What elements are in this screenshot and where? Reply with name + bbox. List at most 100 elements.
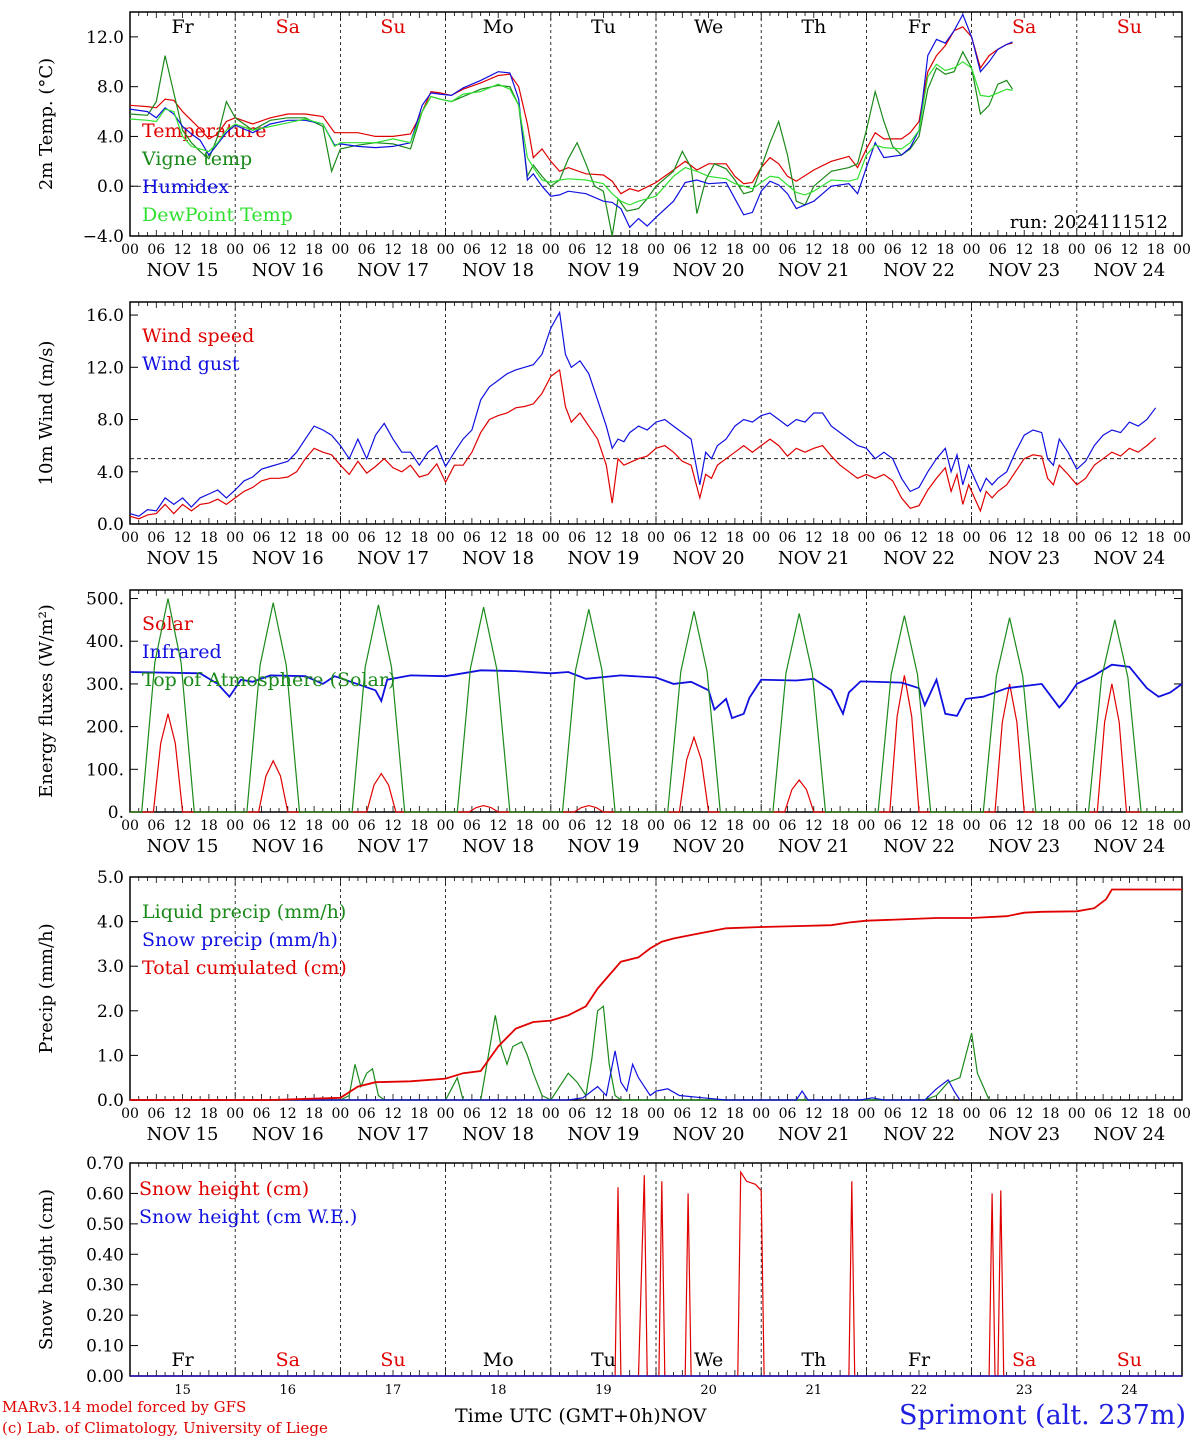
weekday-label: Su — [1117, 1349, 1142, 1371]
hour-label: 06 — [779, 818, 797, 834]
hour-label: 12 — [384, 818, 402, 834]
y-tick-label: 0.00 — [86, 1367, 124, 1387]
hour-label: 00 — [542, 242, 560, 258]
date-label: NOV 23 — [988, 548, 1060, 569]
y-tick-label: 300. — [86, 675, 124, 695]
hour-label: 06 — [253, 818, 271, 834]
weekday-label: Sa — [1012, 16, 1036, 38]
hour-label: 00 — [1068, 818, 1086, 834]
hour-label: 12 — [279, 530, 297, 546]
hour-label: 12 — [174, 530, 192, 546]
hour-label: 12 — [910, 1106, 928, 1122]
date-label: NOV 17 — [357, 836, 429, 857]
panel-5: 0.00 0.10 0.20 0.30 0.40 0.50 0.60 0.70 Snow hei… — [36, 1154, 1183, 1395]
hour-label: 00 — [121, 530, 139, 546]
hour-label: 12 — [910, 530, 928, 546]
date-label: NOV 20 — [673, 1124, 745, 1145]
hour-label: 00 — [963, 818, 981, 834]
weekday-label: Mo — [483, 1349, 514, 1371]
y-tick-label: 100. — [86, 760, 124, 780]
hour-label: 06 — [253, 530, 271, 546]
panel-2: 0.0 4.0 8.0 12.0 16.0 10m Wind (m/s) 00 06 12 18 N… — [36, 301, 1191, 569]
hour-label: 12 — [489, 1106, 507, 1122]
date-label: NOV 20 — [673, 836, 745, 857]
hour-label: 12 — [384, 1106, 402, 1122]
series-line — [130, 1005, 990, 1101]
hour-label: 18 — [726, 530, 744, 546]
series-line — [130, 888, 1182, 1101]
weekday-label: Fr — [908, 16, 931, 38]
hour-label: 00 — [121, 818, 139, 834]
hour-label: 12 — [1015, 530, 1033, 546]
y-tick-label: 200. — [86, 718, 124, 738]
hour-label: 18 — [410, 1106, 428, 1122]
date-label: NOV 18 — [462, 260, 534, 281]
hour-label: 06 — [463, 242, 481, 258]
hour-label: 00 — [121, 242, 139, 258]
weekday-label: Su — [380, 16, 405, 38]
hour-label: 06 — [358, 1106, 376, 1122]
y-tick-label: 12.0 — [86, 28, 124, 48]
series-line — [130, 1170, 1182, 1377]
weekday-label: Th — [801, 1349, 826, 1371]
hour-label: 06 — [779, 530, 797, 546]
hour-label: 00 — [857, 818, 875, 834]
series-line — [129, 310, 1157, 517]
y-tick-label: 0.30 — [86, 1276, 124, 1296]
hour-label: 18 — [621, 818, 639, 834]
legend-entry: Solar — [142, 613, 194, 635]
date-label: NOV 17 — [357, 260, 429, 281]
hour-label: 06 — [884, 242, 902, 258]
hour-label: 06 — [463, 1106, 481, 1122]
x-axis-title-text: Time UTC (GMT+0h) — [455, 1405, 661, 1427]
hour-label: 00 — [647, 242, 665, 258]
legend-entry: Snow height (cm) — [139, 1178, 309, 1200]
hour-label: 18 — [410, 530, 428, 546]
legend-entry: Wind speed — [142, 325, 254, 347]
legend-entry: Snow height (cm W.E.) — [139, 1206, 357, 1228]
day-number-label: 16 — [280, 1383, 297, 1395]
day-number-label: 23 — [1016, 1383, 1033, 1395]
panel-3: 0. 100. 200. 300. 400. 500. Energy fluxes (W/m… — [36, 589, 1191, 857]
y-tick-label: 12.0 — [86, 358, 124, 378]
legend-entry: Vigne temp — [141, 148, 252, 170]
hour-label: 18 — [410, 242, 428, 258]
hour-label: 00 — [1173, 818, 1191, 834]
hour-label: 18 — [516, 818, 534, 834]
hour-label: 00 — [542, 1106, 560, 1122]
series-line — [130, 598, 1182, 813]
hour-label: 06 — [253, 242, 271, 258]
hour-label: 00 — [437, 242, 455, 258]
hour-label: 06 — [147, 242, 165, 258]
date-label: NOV 21 — [778, 836, 850, 857]
date-label: NOV 17 — [357, 1124, 429, 1145]
date-label: NOV 24 — [1093, 1124, 1165, 1145]
date-label: NOV 23 — [988, 260, 1060, 281]
hour-label: 12 — [1015, 1106, 1033, 1122]
hour-label: 00 — [752, 818, 770, 834]
hour-label: 12 — [910, 818, 928, 834]
series-line — [129, 26, 1013, 195]
hour-label: 00 — [226, 1106, 244, 1122]
y-axis-label: Energy fluxes (W/m²) — [36, 604, 57, 798]
date-label: NOV 20 — [673, 548, 745, 569]
hour-label: 06 — [568, 242, 586, 258]
hour-label: 18 — [936, 1106, 954, 1122]
legend-entry: Snow precip (mm/h) — [142, 929, 338, 951]
hour-label: 18 — [621, 1106, 639, 1122]
hour-label: 06 — [253, 1106, 271, 1122]
hour-label: 18 — [200, 1106, 218, 1122]
hour-label: 12 — [1120, 242, 1138, 258]
hour-label: 06 — [1094, 1106, 1112, 1122]
hour-label: 12 — [594, 818, 612, 834]
hour-label: 18 — [1147, 530, 1165, 546]
panel-1: −4.0 0.0 4.0 8.0 12.0 2m Temp. (°C) 00 06 12 18 NO… — [36, 11, 1191, 281]
hour-label: 18 — [305, 530, 323, 546]
y-axis-label: 10m Wind (m/s) — [36, 341, 57, 486]
x-axis-title: Time UTC (GMT+0h)NOV — [455, 1405, 706, 1427]
date-label: NOV 22 — [883, 548, 955, 569]
hour-label: 18 — [936, 530, 954, 546]
hour-label: 00 — [1068, 242, 1086, 258]
hour-label: 06 — [779, 242, 797, 258]
hour-label: 06 — [989, 818, 1007, 834]
